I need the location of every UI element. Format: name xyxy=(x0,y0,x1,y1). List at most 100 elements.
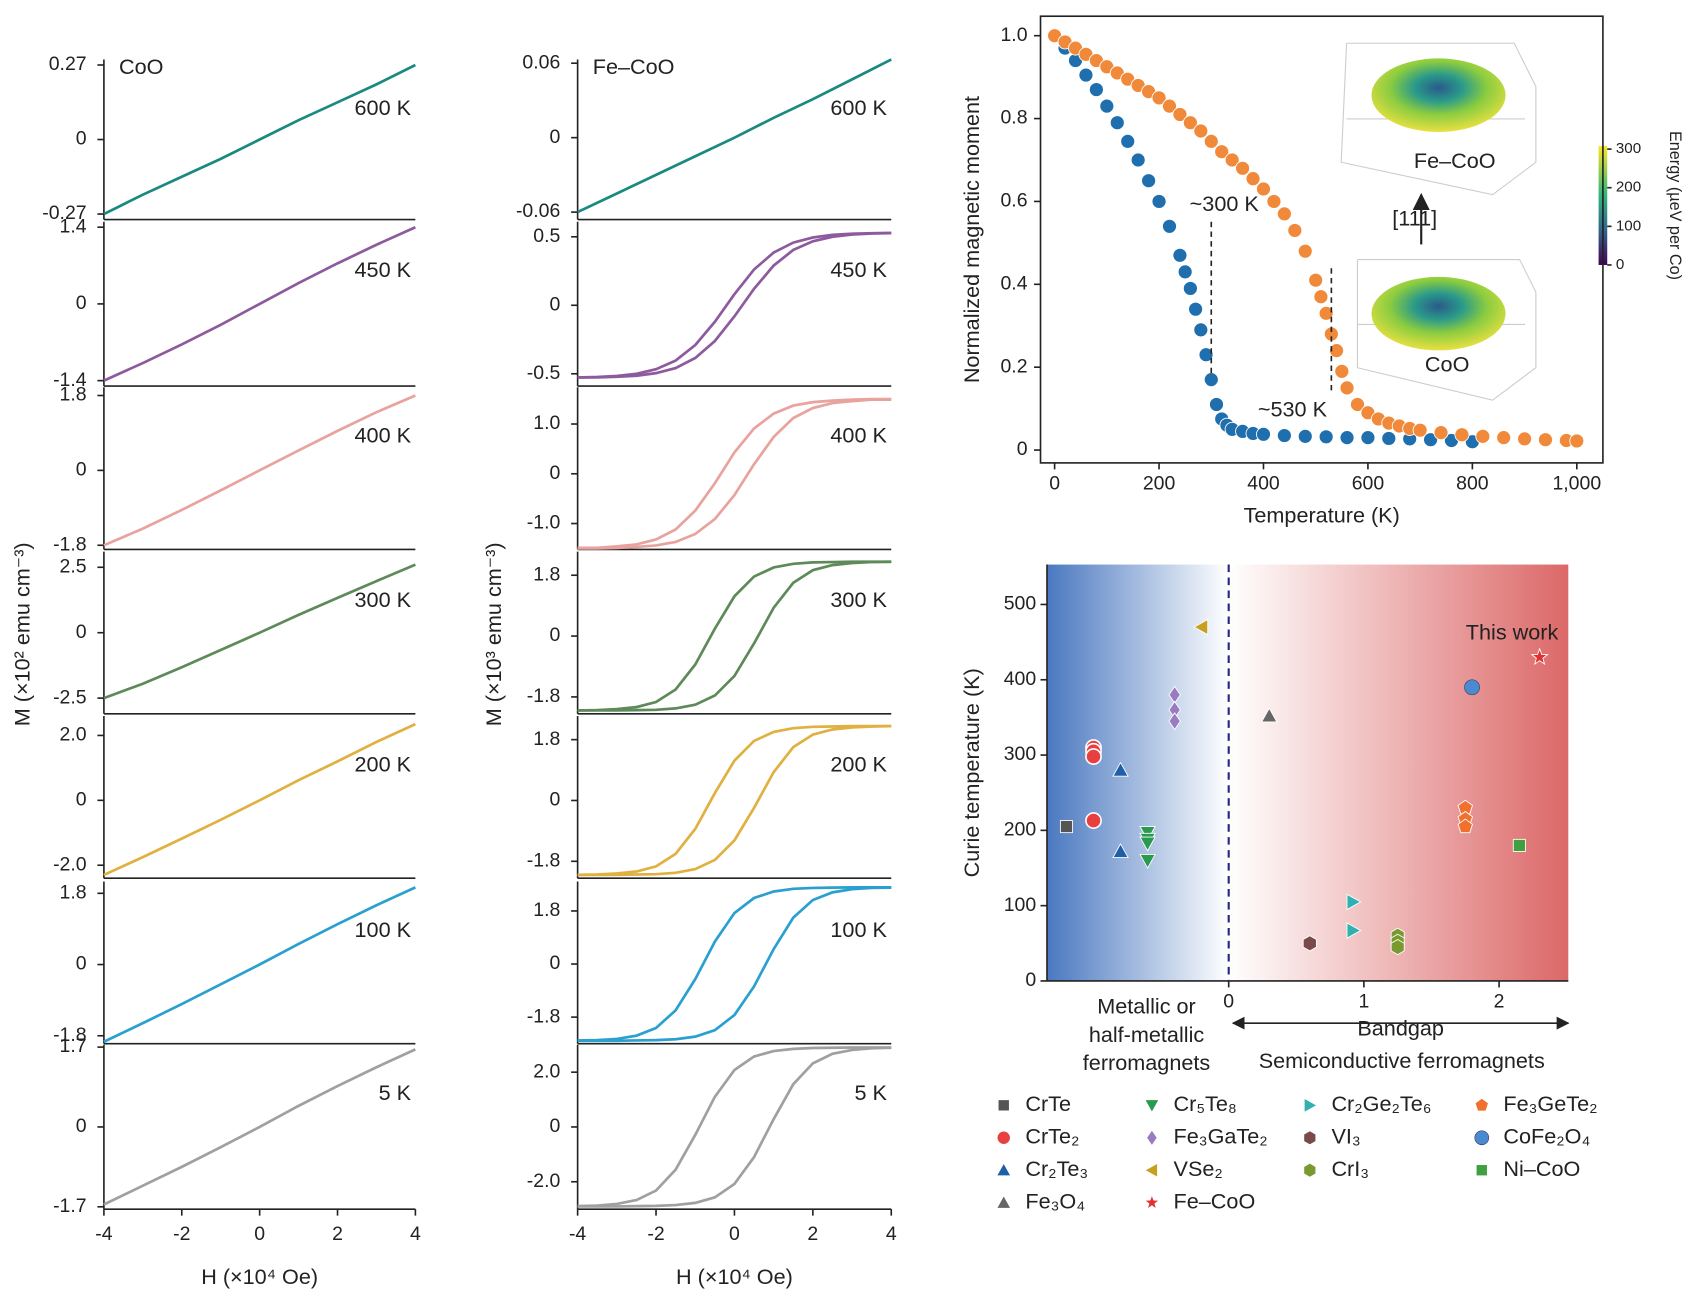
y-tick-label: 0 xyxy=(76,953,87,975)
curve xyxy=(577,231,892,379)
y-tick-label: 0 xyxy=(76,621,87,643)
point xyxy=(1276,428,1292,444)
y-axis-label: Curie temperature (K) xyxy=(959,668,984,877)
point xyxy=(1172,247,1188,263)
legend-marker xyxy=(997,1099,1010,1112)
y-tick-label: 400 xyxy=(1004,668,1037,690)
legend-label: Fe₃GaTe₂ xyxy=(1174,1123,1268,1148)
x-tick-label: 0 xyxy=(1049,473,1060,495)
y-tick-label: 0 xyxy=(549,1115,560,1137)
y-tick-label: 0 xyxy=(1017,438,1028,460)
x-tick-label: 2 xyxy=(1494,991,1505,1013)
y-tick-label: 0.2 xyxy=(1000,355,1027,377)
legend-marker xyxy=(1143,1193,1161,1210)
marker xyxy=(1139,853,1156,869)
y-axis-label: M (×10² emu cm⁻³) xyxy=(10,542,35,726)
y-axis-label: Normalized magnetic moment xyxy=(959,96,984,383)
plot-frame xyxy=(1039,15,1604,464)
curve xyxy=(577,560,892,712)
torus xyxy=(1371,58,1506,132)
panel-label: 100 K xyxy=(355,917,412,942)
point xyxy=(1151,90,1167,106)
y-tick-label: 1.8 xyxy=(533,563,560,585)
curve xyxy=(103,722,416,877)
panel-label: 300 K xyxy=(830,587,887,612)
point xyxy=(1214,144,1230,160)
y-tick-label: -1.4 xyxy=(53,369,87,391)
panel-label: 400 K xyxy=(830,423,887,448)
inset-label: Fe–CoO xyxy=(1414,148,1496,173)
x-tick-label: 0 xyxy=(254,1223,265,1245)
marker xyxy=(1059,820,1073,834)
y-tick-label: 0 xyxy=(76,128,87,150)
y-tick-label: 100 xyxy=(1004,894,1037,916)
point xyxy=(1182,115,1198,131)
inset-label: CoO xyxy=(1425,351,1469,376)
point xyxy=(1120,133,1136,149)
point xyxy=(1423,432,1439,448)
colorbar-tick-label: 200 xyxy=(1616,179,1641,196)
legend-marker xyxy=(1144,1099,1160,1114)
marker xyxy=(1112,843,1129,858)
x-tick-label: 800 xyxy=(1456,473,1489,495)
y-tick-label: 2.5 xyxy=(60,555,87,577)
marker xyxy=(1112,761,1129,777)
y-tick-label: 0.6 xyxy=(1000,190,1027,212)
point xyxy=(1318,305,1334,321)
y-tick-label: 0 xyxy=(549,952,560,974)
y-tick-label: -1.8 xyxy=(527,849,561,871)
point xyxy=(1433,425,1449,441)
y-tick-label: 0 xyxy=(1025,969,1036,991)
point xyxy=(1188,301,1204,317)
point xyxy=(1297,428,1313,444)
point xyxy=(1287,222,1303,238)
y-tick-label: 0 xyxy=(76,292,87,314)
y-tick-label: 0 xyxy=(76,1115,87,1137)
region-metallic xyxy=(1047,564,1229,981)
x-tick-label: 2 xyxy=(807,1223,818,1245)
y-tick-label: 0 xyxy=(76,788,87,810)
marker xyxy=(1193,618,1209,636)
marker xyxy=(1530,647,1549,665)
panel-label: 200 K xyxy=(355,751,412,776)
x-tick-label: 200 xyxy=(1143,473,1176,495)
point xyxy=(1203,133,1219,149)
x-tick-label: -2 xyxy=(647,1223,664,1245)
curve xyxy=(577,560,892,712)
point xyxy=(1235,160,1251,176)
point xyxy=(1360,430,1376,446)
y-tick-label: 1.8 xyxy=(60,881,87,903)
x-tick-label: 1 xyxy=(1358,991,1369,1013)
legend-label: Cr₂Te₃ xyxy=(1025,1156,1088,1181)
x-tick-label: 4 xyxy=(886,1223,897,1245)
marker xyxy=(1346,893,1362,911)
point xyxy=(1078,67,1094,83)
y-tick-label: -1.0 xyxy=(527,512,561,534)
y-tick-label: 0.06 xyxy=(522,51,560,73)
region-semiconductive xyxy=(1228,564,1569,981)
x-tick-label: 400 xyxy=(1247,473,1280,495)
y-tick-label: 1.7 xyxy=(60,1035,87,1057)
curve xyxy=(103,225,416,382)
x-tick-label: -4 xyxy=(95,1223,112,1245)
y-tick-label: 0.8 xyxy=(1000,107,1027,129)
legend-label: Ni–CoO xyxy=(1503,1156,1580,1181)
legend-label: Fe–CoO xyxy=(1174,1188,1256,1213)
marker xyxy=(1302,935,1317,952)
curve xyxy=(577,886,892,1043)
annotation: This work xyxy=(1466,619,1559,644)
curve xyxy=(577,397,892,550)
y-tick-label: 1.4 xyxy=(60,215,87,237)
y-axis-label: M (×10³ emu cm⁻³) xyxy=(481,542,506,726)
legend-label: CrTe xyxy=(1025,1091,1071,1116)
y-tick-label: -2.0 xyxy=(53,853,87,875)
y-tick-label: 0.27 xyxy=(49,53,87,75)
legend-marker xyxy=(995,1194,1012,1209)
y-tick-label: -1.8 xyxy=(527,685,561,707)
marker xyxy=(1390,939,1405,956)
y-tick-label: 2.0 xyxy=(533,1060,560,1082)
x-tick-label: 600 xyxy=(1352,473,1385,495)
point xyxy=(1141,173,1157,189)
y-tick-label: 300 xyxy=(1004,743,1037,765)
